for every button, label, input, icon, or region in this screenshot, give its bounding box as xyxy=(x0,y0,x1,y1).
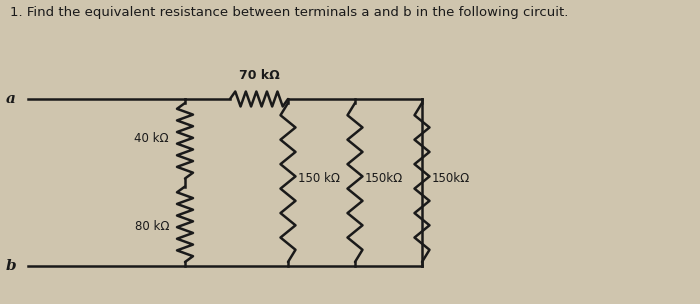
Text: a: a xyxy=(6,92,16,106)
Text: 150kΩ: 150kΩ xyxy=(432,172,470,185)
Text: 1. Find the equivalent resistance between terminals a and b in the following cir: 1. Find the equivalent resistance betwee… xyxy=(10,6,568,19)
Text: 40 kΩ: 40 kΩ xyxy=(134,132,169,145)
Text: 150 kΩ: 150 kΩ xyxy=(298,172,340,185)
Text: 70 kΩ: 70 kΩ xyxy=(239,69,279,82)
Text: 150kΩ: 150kΩ xyxy=(365,172,403,185)
Text: 80 kΩ: 80 kΩ xyxy=(134,220,169,233)
Text: b: b xyxy=(6,259,16,273)
